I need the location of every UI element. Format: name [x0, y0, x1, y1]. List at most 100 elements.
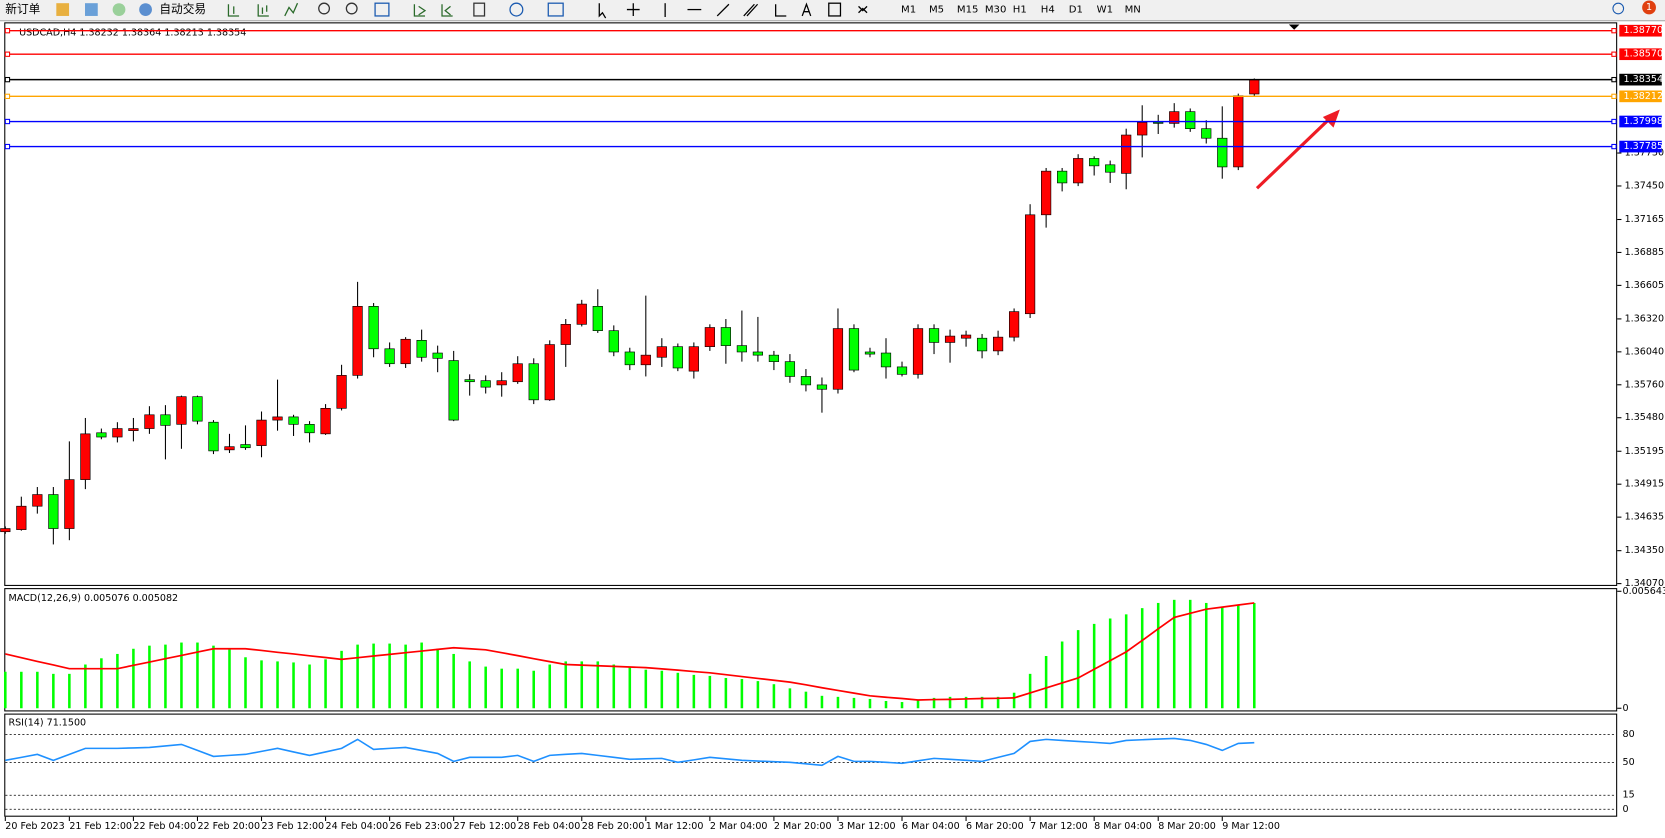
macd-bar [180, 642, 183, 709]
timeframe-button[interactable]: M30 [985, 5, 1007, 16]
x-tick-label: 28 Feb 04:00 [518, 821, 581, 832]
x-tick-label: 9 Mar 12:00 [1222, 821, 1280, 832]
candle-body [880, 352, 892, 368]
candle-body [1057, 170, 1068, 184]
icon[interactable] [257, 4, 269, 17]
candle-body [224, 446, 235, 451]
icon[interactable] [374, 2, 390, 17]
candle-body [720, 327, 731, 346]
candle-body [1217, 137, 1228, 168]
candle-body [16, 505, 27, 530]
icon[interactable] [473, 2, 486, 17]
x-tick-label: 6 Mar 20:00 [966, 821, 1024, 832]
trendline-tool[interactable] [716, 3, 730, 17]
arrow-tool[interactable] [858, 5, 868, 14]
candle-body [208, 421, 219, 452]
candle-body [1185, 111, 1196, 130]
rsi-tick-label: 0 [1622, 804, 1628, 815]
price-label-bg [1619, 24, 1662, 37]
macd-bar [1172, 599, 1176, 709]
timeframe-button[interactable]: M5 [929, 5, 944, 16]
y-tick-label: 1.34635 [1625, 512, 1664, 523]
timeframe-button[interactable]: H4 [1041, 5, 1055, 16]
x-tick-label: 2 Mar 20:00 [774, 821, 832, 832]
macd-bar [260, 660, 263, 709]
line-handle [4, 76, 11, 83]
auto-trading-button[interactable]: 自动交易 [159, 2, 206, 16]
macd-bar [1108, 618, 1112, 709]
candle-body [800, 376, 812, 386]
timeframe-button[interactable]: M1 [901, 5, 916, 16]
notification-count: 1 [1646, 2, 1652, 13]
channel-tool[interactable] [743, 3, 759, 17]
macd-tick-label: 0.005643 [1622, 586, 1665, 597]
candle-body [336, 375, 347, 409]
y-tick-label: 1.37165 [1625, 214, 1664, 225]
rsi-line [5, 737, 1255, 767]
candle-body [272, 416, 283, 421]
candle-body [1089, 158, 1100, 167]
timeframe-button[interactable]: D1 [1069, 5, 1083, 16]
x-tick-label: 3 Mar 12:00 [838, 821, 896, 832]
candle-body [128, 428, 139, 431]
timeframe-button[interactable]: H1 [1013, 5, 1027, 16]
timeframe-button[interactable]: W1 [1097, 5, 1113, 16]
icon[interactable] [56, 3, 70, 16]
candle-body [768, 354, 780, 362]
macd-bar [356, 644, 359, 709]
text-tool[interactable] [801, 2, 812, 17]
candle-body [592, 306, 603, 331]
candle-body [32, 494, 43, 507]
candle-body [304, 423, 315, 434]
candle-body [480, 380, 491, 388]
candle-body [736, 345, 747, 353]
macd-bar [1204, 602, 1208, 709]
toolbar: 新订单 自动交易 M1 M5 M1 [0, 0, 1665, 22]
macd-bar [564, 661, 568, 709]
macd-bar [308, 664, 311, 709]
search-icon[interactable] [1612, 2, 1625, 15]
macd-bar [1236, 605, 1240, 709]
macd-bar [644, 669, 648, 709]
timeframe-button[interactable]: MN [1125, 5, 1141, 16]
macd-bar [1253, 603, 1256, 709]
notification-badge[interactable] [1642, 0, 1656, 15]
icon[interactable] [318, 2, 331, 15]
chart-title: USDCAD,H4 1.38232 1.38364 1.38213 1.3835… [19, 27, 246, 38]
macd-bar [692, 674, 696, 709]
macd-bar [4, 671, 7, 709]
icon[interactable] [441, 4, 453, 17]
label-tool[interactable] [828, 2, 842, 17]
cursor-tool[interactable] [598, 3, 607, 19]
timeframe-button[interactable]: M15 [957, 5, 979, 16]
macd-bar [1092, 623, 1096, 709]
crosshair-tool[interactable] [626, 3, 640, 16]
candle-body [1121, 134, 1132, 174]
candle-body [928, 328, 940, 343]
icon[interactable] [345, 2, 358, 15]
icon[interactable] [413, 4, 427, 17]
icon[interactable] [547, 2, 564, 17]
candle-body [1041, 170, 1052, 216]
icon[interactable] [85, 3, 98, 16]
macd-bar [660, 670, 664, 709]
icon[interactable] [284, 2, 299, 17]
new-order-button[interactable]: 新订单 [5, 2, 40, 16]
macd-bar [756, 681, 760, 709]
fibo-tool[interactable] [775, 4, 787, 17]
candle-body [368, 306, 379, 350]
icon[interactable] [227, 4, 240, 17]
chart-shift-marker[interactable] [1288, 24, 1300, 30]
candle-body [1008, 311, 1020, 338]
macd-bar [612, 664, 616, 709]
candle-body [432, 352, 443, 359]
icon[interactable] [112, 3, 126, 16]
macd-bar [788, 688, 792, 709]
macd-bar [884, 701, 888, 709]
x-tick-label: 26 Feb 23:00 [390, 821, 453, 832]
x-tick-label: 6 Mar 04:00 [902, 821, 960, 832]
macd-bar [324, 659, 327, 709]
icon[interactable] [509, 2, 524, 17]
auto-trading-icon[interactable] [139, 3, 152, 16]
candle-body [496, 380, 507, 386]
